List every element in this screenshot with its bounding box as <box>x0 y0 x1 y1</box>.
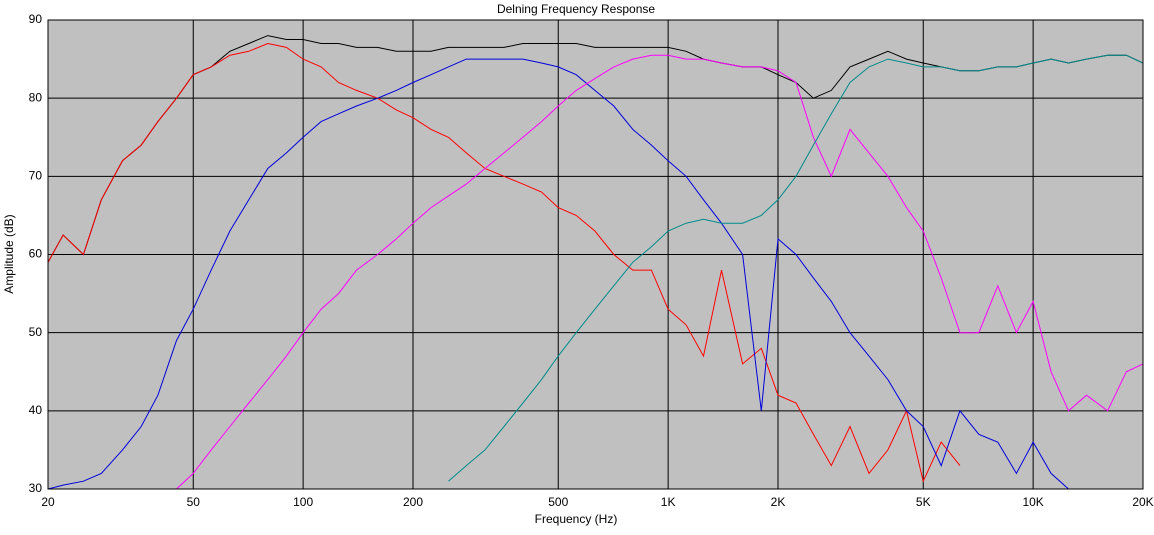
y-tick-label: 30 <box>29 481 43 495</box>
y-tick-label: 50 <box>29 325 43 339</box>
y-tick-label: 90 <box>29 12 43 26</box>
x-axis-label: Frequency (Hz) <box>535 512 618 526</box>
x-tick-label: 20 <box>41 495 55 509</box>
y-tick-label: 70 <box>29 169 43 183</box>
x-tick-label: 200 <box>403 495 423 509</box>
series-line <box>448 54 1143 482</box>
y-axis-label: Amplitude (dB) <box>2 214 16 293</box>
x-tick-label: 5K <box>916 495 931 509</box>
series-line <box>48 58 1069 489</box>
x-tick-label: 10K <box>1022 495 1043 509</box>
y-tick-label: 80 <box>29 90 43 104</box>
x-tick-label: 20K <box>1132 495 1153 509</box>
chart-title: Delning Frequency Response <box>497 2 655 16</box>
y-tick-label: 60 <box>29 247 43 261</box>
x-tick-label: 50 <box>187 495 201 509</box>
x-tick-label: 2K <box>771 495 786 509</box>
y-tick-label: 40 <box>29 403 43 417</box>
x-tick-label: 100 <box>293 495 313 509</box>
x-tick-label: 1K <box>661 495 676 509</box>
series-line <box>48 42 961 483</box>
x-tick-label: 500 <box>548 495 568 509</box>
series-line <box>176 54 1143 489</box>
plot-border <box>47 19 1144 490</box>
